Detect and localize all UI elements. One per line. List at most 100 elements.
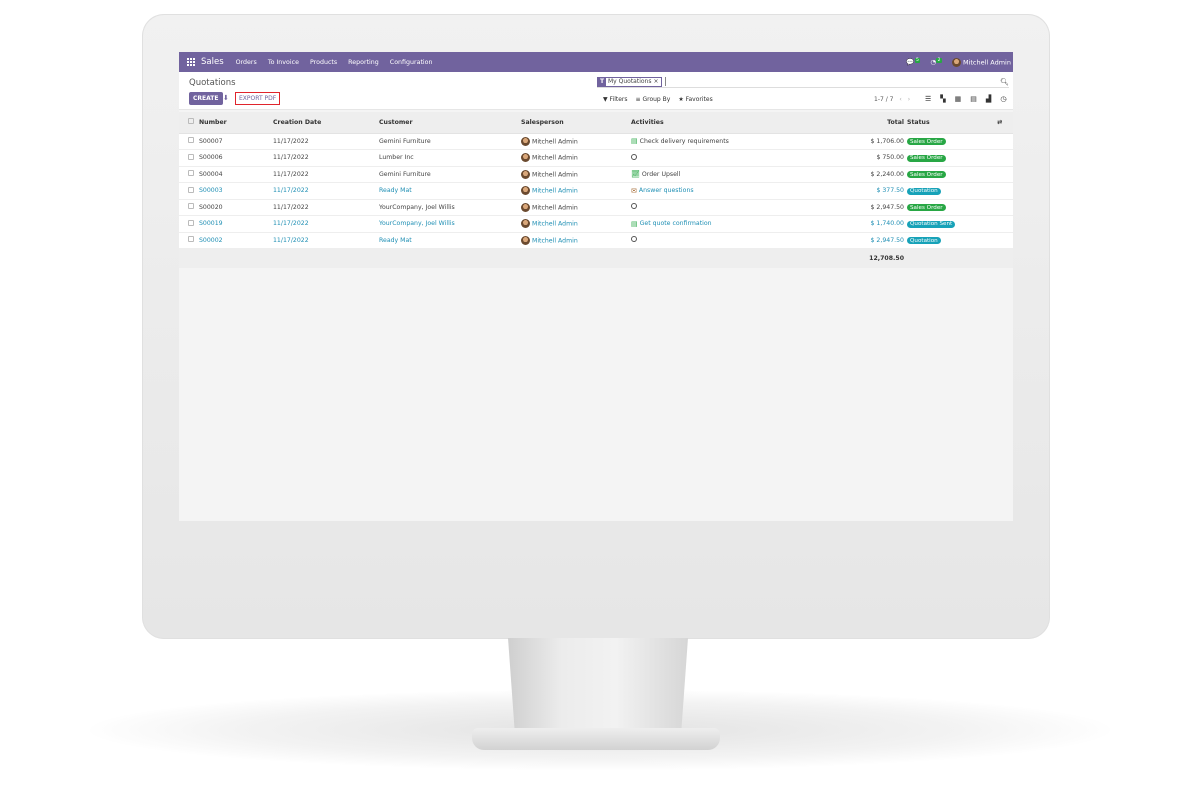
app-name[interactable]: Sales bbox=[201, 57, 224, 67]
total: $ 2,240.00 bbox=[811, 166, 907, 183]
row-checkbox[interactable] bbox=[188, 203, 194, 210]
col-customer[interactable]: Customer bbox=[379, 112, 521, 134]
activity[interactable]: 📈︎ Order Upsell bbox=[631, 166, 811, 183]
menu-orders[interactable]: Orders bbox=[235, 58, 257, 66]
table-row[interactable]: S00006 11/17/2022 Lumber Inc Mitchell Ad… bbox=[179, 149, 1013, 167]
salesperson-name: Mitchell Admin bbox=[532, 154, 578, 162]
search-facet: T My Quotations × bbox=[597, 76, 662, 87]
col-salesperson[interactable]: Salesperson bbox=[521, 112, 631, 134]
search-bar[interactable]: T My Quotations × 🔍︎ bbox=[597, 76, 1009, 88]
status-badge: Quotation bbox=[907, 187, 941, 195]
menu-reporting[interactable]: Reporting bbox=[348, 58, 379, 66]
clock-icon[interactable] bbox=[631, 153, 637, 162]
col-number[interactable]: Number bbox=[199, 112, 273, 134]
activity[interactable]: ▤ Check delivery requirements bbox=[631, 133, 811, 150]
envelope-icon[interactable]: ✉ bbox=[631, 186, 637, 195]
tasks-icon[interactable]: ▤ bbox=[631, 137, 638, 146]
activity[interactable] bbox=[631, 149, 811, 167]
create-button[interactable]: CREATE bbox=[189, 92, 223, 105]
tasks-icon[interactable]: ▤ bbox=[631, 219, 638, 228]
search-input[interactable] bbox=[664, 77, 666, 86]
filters-button[interactable]: ▼ Filters bbox=[603, 96, 628, 103]
clock-icon[interactable] bbox=[631, 203, 637, 211]
row-checkbox[interactable] bbox=[188, 170, 194, 177]
list-view-icon[interactable]: ☰ bbox=[925, 95, 932, 103]
menu-configuration[interactable]: Configuration bbox=[389, 58, 433, 66]
control-panel: Quotations CREATE ⬇ EXPORT PDF T My Quot… bbox=[179, 72, 1013, 110]
row-checkbox[interactable] bbox=[188, 219, 194, 226]
total: $ 1,740.00 bbox=[811, 215, 907, 233]
monitor-stand bbox=[508, 638, 688, 738]
pager-prev-icon[interactable]: ‹ bbox=[899, 96, 902, 103]
activities-badge: 2 bbox=[936, 57, 942, 63]
apps-grid-icon[interactable] bbox=[187, 58, 195, 66]
avatar bbox=[521, 136, 530, 146]
search-options: ▼ Filters ≡ Group By ★ Favorites bbox=[603, 96, 713, 103]
table-row[interactable]: S00007 11/17/2022 Gemini Furniture Mitch… bbox=[179, 133, 1013, 150]
creation-date: 11/17/2022 bbox=[273, 149, 379, 167]
user-menu[interactable]: Mitchell Admin bbox=[951, 57, 1011, 67]
user-name: Mitchell Admin bbox=[962, 58, 1011, 66]
order-number: S00004 bbox=[199, 166, 273, 183]
table-row[interactable]: S00004 11/17/2022 Gemini Furniture Mitch… bbox=[179, 166, 1013, 183]
download-icon[interactable]: ⬇ bbox=[223, 94, 229, 102]
pager-value[interactable]: 1-7 / 7 bbox=[874, 96, 894, 103]
page-title: Quotations bbox=[189, 78, 236, 88]
facet-label: My Quotations bbox=[608, 78, 652, 85]
salesperson: Mitchell Admin bbox=[521, 182, 631, 200]
table-row[interactable]: S00019 11/17/2022 YourCompany, Joel Will… bbox=[179, 215, 1013, 233]
select-all-checkbox[interactable] bbox=[188, 118, 194, 125]
search-icon[interactable]: 🔍︎ bbox=[1000, 77, 1009, 86]
graph-view-icon[interactable]: ▟ bbox=[985, 95, 992, 103]
activity-view-icon[interactable]: ◷ bbox=[1000, 95, 1007, 103]
order-number: S00020 bbox=[199, 199, 273, 216]
messages-button[interactable]: 💬 5 bbox=[906, 57, 921, 66]
pager-next-icon[interactable]: › bbox=[907, 96, 911, 103]
status-badge: Sales Order bbox=[907, 138, 946, 145]
salesperson: Mitchell Admin bbox=[521, 166, 631, 183]
favorites-button[interactable]: ★ Favorites bbox=[678, 96, 713, 103]
col-status[interactable]: Status bbox=[907, 112, 997, 134]
totals-row: 12,708.50 bbox=[179, 248, 1013, 268]
activity[interactable]: ✉ Answer questions bbox=[631, 182, 811, 200]
table-row[interactable]: S00020 11/17/2022 YourCompany, Joel Will… bbox=[179, 199, 1013, 216]
salesperson-name: Mitchell Admin bbox=[532, 138, 578, 146]
view-switcher: ☰ ▚ ▦ ▤ ▟ ◷ bbox=[925, 95, 1006, 103]
row-checkbox[interactable] bbox=[188, 236, 194, 243]
activities-button[interactable]: ◔ 2 bbox=[930, 57, 942, 66]
customer: Gemini Furniture bbox=[379, 166, 521, 183]
row-checkbox[interactable] bbox=[188, 137, 194, 144]
col-date[interactable]: Creation Date bbox=[273, 112, 379, 134]
activity[interactable] bbox=[631, 199, 811, 216]
creation-date: 11/17/2022 bbox=[273, 133, 379, 150]
avatar bbox=[521, 186, 530, 196]
activity[interactable] bbox=[631, 232, 811, 249]
screen: Sales Orders To Invoice Products Reporti… bbox=[179, 52, 1013, 521]
kanban-view-icon[interactable]: ▚ bbox=[940, 95, 946, 103]
remove-facet-icon[interactable]: × bbox=[653, 78, 659, 85]
menu-products[interactable]: Products bbox=[309, 58, 338, 66]
total: $ 750.00 bbox=[811, 149, 907, 167]
export-pdf-button[interactable]: EXPORT PDF bbox=[235, 92, 281, 105]
row-checkbox[interactable] bbox=[188, 186, 194, 193]
salesperson: Mitchell Admin bbox=[521, 133, 631, 150]
col-total[interactable]: Total bbox=[811, 112, 907, 134]
col-activities[interactable]: Activities bbox=[631, 112, 811, 134]
table-row[interactable]: S00002 11/17/2022 Ready Mat Mitchell Adm… bbox=[179, 232, 1013, 249]
grand-total: 12,708.50 bbox=[179, 248, 907, 268]
calendar-view-icon[interactable]: ▦ bbox=[954, 95, 962, 103]
salesperson: Mitchell Admin bbox=[521, 149, 631, 167]
optional-columns-icon[interactable]: ⇄ bbox=[997, 112, 1013, 134]
menu-to-invoice[interactable]: To Invoice bbox=[267, 58, 299, 66]
chart-line-icon[interactable]: 📈︎ bbox=[631, 170, 640, 179]
activity-summary: Answer questions bbox=[638, 187, 694, 195]
clock-icon[interactable] bbox=[631, 236, 637, 244]
creation-date: 11/17/2022 bbox=[273, 182, 379, 200]
activity[interactable]: ▤ Get quote confirmation bbox=[631, 215, 811, 233]
pivot-view-icon[interactable]: ▤ bbox=[970, 95, 977, 103]
status: Sales Order bbox=[907, 166, 1013, 183]
group-by-button[interactable]: ≡ Group By bbox=[635, 96, 671, 103]
filter-icon: T bbox=[598, 77, 606, 86]
table-row[interactable]: S00003 11/17/2022 Ready Mat Mitchell Adm… bbox=[179, 182, 1013, 200]
row-checkbox[interactable] bbox=[188, 153, 194, 160]
